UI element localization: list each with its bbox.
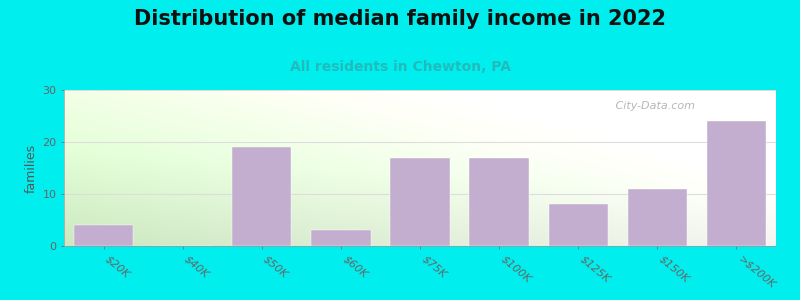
Text: All residents in Chewton, PA: All residents in Chewton, PA	[290, 60, 510, 74]
Bar	[628, 189, 687, 246]
Bar	[706, 121, 766, 246]
Y-axis label: families: families	[25, 143, 38, 193]
Bar	[549, 204, 608, 246]
Bar	[470, 158, 529, 246]
Bar	[311, 230, 370, 246]
Text: Distribution of median family income in 2022: Distribution of median family income in …	[134, 9, 666, 29]
Bar	[74, 225, 134, 246]
Bar	[232, 147, 291, 246]
Bar	[390, 158, 450, 246]
Text: City-Data.com: City-Data.com	[612, 101, 695, 111]
